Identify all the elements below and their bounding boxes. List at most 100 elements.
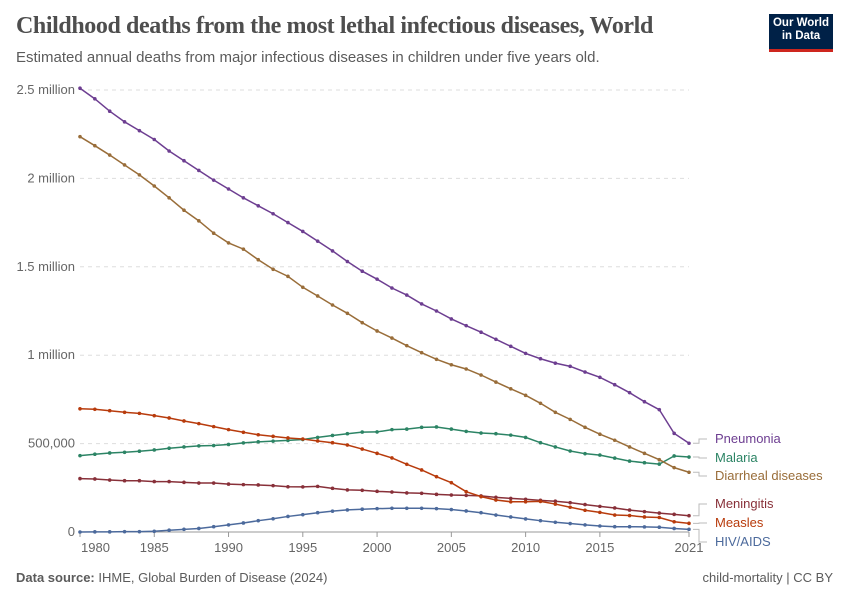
series-line-diarrheal-diseases [79, 136, 690, 473]
data-point [598, 432, 602, 437]
data-point [360, 269, 365, 274]
data-point [122, 163, 127, 167]
data-point [657, 511, 662, 515]
data-point [672, 465, 676, 470]
data-point [345, 488, 350, 492]
data-point [523, 393, 528, 398]
data-point [464, 429, 468, 434]
data-point [642, 525, 647, 529]
data-point [286, 436, 290, 440]
series-line-malaria [79, 426, 690, 465]
data-point [508, 499, 513, 504]
data-point [241, 482, 246, 487]
y-tick-label: 2.5 million [16, 82, 75, 97]
data-point [211, 231, 216, 236]
data-point [508, 515, 513, 519]
y-tick-label: 0 [68, 524, 75, 539]
data-point [583, 425, 587, 430]
data-point [449, 493, 454, 497]
y-tick-label: 2 million [27, 170, 75, 185]
label-connector [693, 503, 707, 517]
series-line-meningitis [79, 477, 690, 517]
data-point [197, 168, 201, 173]
data-point [286, 274, 290, 279]
data-point [241, 441, 246, 445]
data-point [197, 219, 201, 223]
data-point [241, 521, 246, 525]
data-point [568, 449, 572, 453]
x-tick-label: 1985 [140, 540, 169, 555]
data-point [404, 343, 409, 348]
data-point [657, 525, 662, 530]
data-point [419, 350, 424, 355]
data-point [538, 440, 543, 445]
data-point [612, 524, 617, 529]
data-point [330, 249, 335, 253]
x-tick-label: 1980 [81, 540, 110, 555]
data-point [197, 421, 201, 426]
data-point [256, 432, 261, 437]
data-point [211, 524, 216, 529]
data-point [627, 513, 632, 518]
x-tick-label: 2010 [511, 540, 540, 555]
data-point [137, 411, 142, 416]
data-point [627, 445, 632, 449]
owid-logo[interactable]: Our World in Data [769, 14, 833, 52]
data-point [107, 408, 112, 413]
data-point [523, 499, 528, 504]
data-point [375, 506, 379, 511]
series-line-pneumonia [79, 87, 690, 444]
data-point [375, 430, 379, 434]
series-label: Meningitis [715, 496, 774, 511]
chart-title: Childhood deaths from the most lethal in… [16, 13, 653, 39]
x-tick-label: 2015 [585, 540, 614, 555]
data-point [301, 285, 305, 290]
data-point [211, 443, 216, 448]
data-point [271, 483, 275, 488]
data-point [494, 380, 498, 384]
data-point [687, 527, 691, 532]
data-point [152, 448, 157, 452]
data-point [93, 452, 97, 457]
data-point [404, 506, 409, 511]
x-tick-label: 2021 [675, 540, 704, 555]
data-point [152, 479, 157, 484]
data-point [464, 489, 468, 494]
data-point [508, 386, 513, 391]
data-point [330, 509, 335, 513]
data-point [197, 481, 201, 485]
data-point [434, 492, 439, 497]
data-point [538, 499, 543, 504]
data-point [419, 468, 424, 472]
data-point [167, 446, 171, 450]
license[interactable]: child-mortality | CC BY [702, 570, 833, 585]
data-point [360, 430, 365, 434]
series-label: Malaria [715, 450, 758, 465]
source-label: Data source: [16, 570, 95, 585]
data-point [672, 454, 676, 458]
data-point [479, 330, 483, 335]
data-point [419, 506, 424, 511]
y-tick-label: 500,000 [28, 436, 75, 451]
data-point [226, 442, 231, 447]
data-point [330, 433, 335, 438]
data-point [256, 483, 261, 487]
series-label: Measles [715, 515, 764, 530]
data-point [137, 128, 142, 133]
source-link[interactable]: IHME, Global Burden of Disease (2024) [98, 570, 328, 585]
data-point [93, 477, 97, 481]
data-point [508, 344, 513, 349]
data-point [211, 481, 216, 485]
data-point [449, 317, 454, 321]
data-point [523, 497, 528, 502]
data-point [93, 407, 97, 412]
data-point [464, 509, 468, 513]
data-point [612, 456, 617, 460]
data-point [538, 518, 543, 523]
data-point [360, 488, 365, 493]
data-point [226, 482, 231, 486]
data-point [568, 417, 572, 422]
series-line-measles [79, 408, 690, 525]
data-point [553, 445, 558, 449]
data-point [479, 494, 483, 499]
